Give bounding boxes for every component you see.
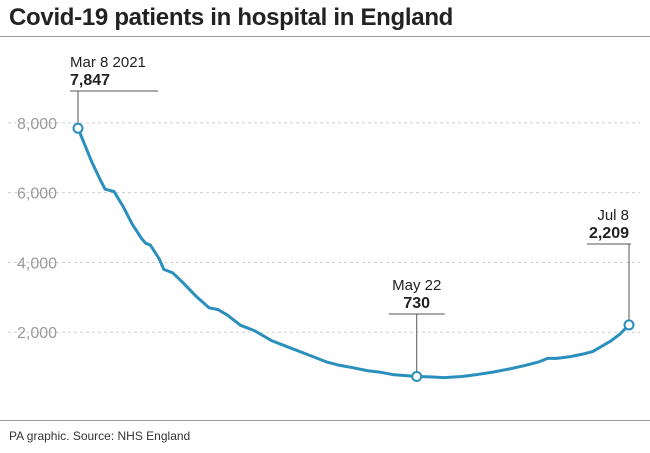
y-tick-label: 4,000: [17, 255, 57, 272]
y-tick-label: 8,000: [17, 116, 57, 133]
source-credit: PA graphic. Source: NHS England: [9, 429, 191, 443]
series-line: [76, 126, 631, 380]
annotation-date-label: Jul 8: [597, 207, 629, 224]
data-point-marker: [623, 319, 635, 331]
annotation-value-label: 7,847: [70, 72, 110, 89]
annotation: Jul 82,209: [587, 207, 635, 331]
top-divider: [0, 36, 650, 37]
annotation-date-label: Mar 8 2021: [70, 54, 146, 71]
series-line-layer: [76, 126, 631, 380]
annotation-value-label: 2,209: [589, 225, 629, 242]
annotation-value-label: 730: [403, 295, 430, 312]
gridlines: [8, 122, 640, 333]
y-tick-label: 6,000: [17, 186, 57, 203]
annotation-date-label: May 22: [392, 277, 441, 294]
data-point-marker: [411, 371, 423, 383]
bottom-divider: [0, 420, 650, 421]
chart-title: Covid-19 patients in hospital in England: [9, 4, 454, 31]
data-point-marker: [72, 122, 84, 134]
y-axis-ticks: 2,000 4,000 6,000 8,000: [17, 116, 57, 342]
y-tick-label: 2,000: [17, 325, 57, 342]
